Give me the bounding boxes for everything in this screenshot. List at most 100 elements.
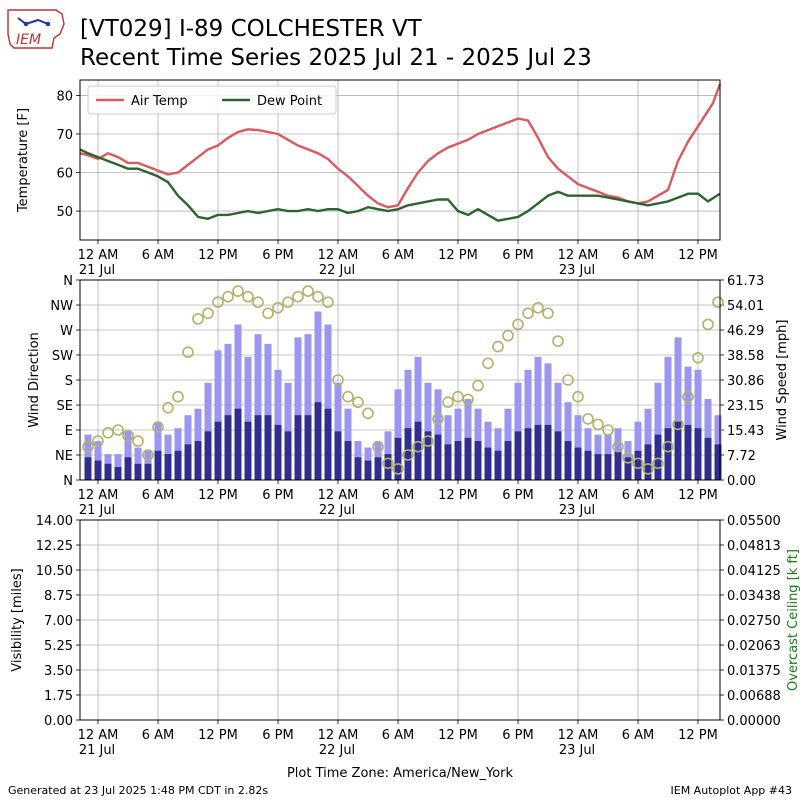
direction-tick-label: SW <box>52 349 73 364</box>
ceiling-tick-label: 0.03438 <box>727 589 781 604</box>
x-tick-label: 12 PM <box>438 488 478 503</box>
wind-direction-point <box>192 313 204 325</box>
wind-speed-bar <box>654 434 662 480</box>
wind-direction-point <box>592 418 604 431</box>
wind-direction-point <box>462 393 474 406</box>
wind-direction-point <box>122 429 134 442</box>
wind-direction-point <box>602 424 614 436</box>
visibility-axis-label: Visibility [miles] <box>10 568 25 671</box>
wind-speed-bar <box>584 450 592 480</box>
wind-gust-bar <box>124 431 132 480</box>
wind-speed-bar <box>694 428 702 480</box>
legend-label: Dew Point <box>257 94 322 109</box>
wind-speed-bar <box>674 421 682 480</box>
wind-direction-point <box>682 390 694 403</box>
speed-tick-label: 23.15 <box>727 399 764 414</box>
wind-speed-bar <box>234 408 242 480</box>
wind-speed-bar <box>184 444 192 480</box>
wind-speed-bar <box>334 431 342 480</box>
ceiling-axis-label: Overcast Ceiling [k ft] <box>786 549 800 691</box>
x-tick-label: 6 AM <box>622 728 655 743</box>
direction-tick-label: SE <box>57 399 73 414</box>
wind-direction-point <box>552 335 564 347</box>
temperature-axis-label: Temperature [F] <box>16 108 31 213</box>
x-tick-label: 12 AM <box>558 728 599 743</box>
wind-direction-point <box>402 449 414 461</box>
wind-speed-bar <box>434 434 442 480</box>
wind-speed-bar <box>384 454 392 480</box>
wind-speed-bar <box>444 444 452 480</box>
direction-tick-label: N <box>63 474 73 489</box>
ceiling-tick-label: 0.00688 <box>727 689 781 704</box>
chart-title: [VT029] I-89 COLCHESTER VT <box>80 16 422 42</box>
wind-direction-point <box>212 296 224 309</box>
wind-direction-point <box>322 296 334 309</box>
direction-tick-label: E <box>65 424 73 439</box>
wind-direction-point <box>242 290 254 303</box>
visibility-tick-label: 7.00 <box>44 614 73 629</box>
wind-speed-bar <box>124 457 132 480</box>
speed-tick-label: 38.58 <box>727 349 764 364</box>
ceiling-tick-label: 0.04125 <box>727 564 781 579</box>
y-tick-label: 60 <box>56 167 73 182</box>
wind-direction-point <box>522 307 534 320</box>
wind-speed-bar <box>204 431 212 480</box>
wind-gust-bar <box>694 369 702 480</box>
x-tick-label: 6 AM <box>622 248 655 263</box>
wind-gust-bar <box>534 356 542 480</box>
x-tick-label: 6 AM <box>142 488 175 503</box>
wind-direction-point <box>382 457 394 470</box>
wind-direction-point <box>82 440 94 453</box>
x-tick-date-label: 23 Jul <box>559 503 595 518</box>
wind-speed-bar <box>354 457 362 480</box>
wind-direction-point <box>262 307 274 320</box>
wind-speed-bar <box>424 431 432 480</box>
wind-gust-bar <box>394 389 402 480</box>
wind-gust-bar <box>244 356 252 480</box>
wind-speed-bar <box>374 457 382 480</box>
speed-tick-label: 15.43 <box>727 424 764 439</box>
visibility-tick-label: 8.75 <box>44 589 73 604</box>
x-tick-date-label: 21 Jul <box>79 503 115 518</box>
wind-gust-bar <box>664 356 672 480</box>
wind-speed-bar <box>174 450 182 480</box>
wind-direction-point <box>202 307 214 320</box>
wind-direction-point <box>372 440 384 453</box>
wind-speed-bar <box>104 463 112 480</box>
x-tick-label: 12 PM <box>678 488 718 503</box>
wind-direction-point <box>412 440 424 453</box>
x-tick-label: 6 PM <box>502 248 533 263</box>
wind-speed-bar <box>344 441 352 480</box>
wind-direction-point <box>652 457 664 470</box>
generated-footer: Generated at 23 Jul 2025 1:48 PM CDT in … <box>8 784 269 797</box>
x-tick-label: 12 PM <box>438 248 478 263</box>
wind-speed-bar <box>504 441 512 480</box>
wind-gust-bar <box>234 324 242 480</box>
x-tick-label: 12 AM <box>78 728 119 743</box>
wind-direction-point <box>172 390 184 403</box>
x-tick-label: 6 PM <box>502 728 533 743</box>
wind-direction-point <box>352 396 364 409</box>
x-tick-label: 12 AM <box>558 488 599 503</box>
wind-speed-bar <box>314 402 322 480</box>
x-tick-label: 6 PM <box>502 488 533 503</box>
wind-speed-bar <box>264 415 272 480</box>
series-line-dew-point <box>79 148 721 222</box>
wind-speed-bar <box>684 424 692 480</box>
wind-direction-point <box>502 329 514 342</box>
wind-gust-bar <box>94 441 102 480</box>
wind-speed-bar <box>194 441 202 480</box>
wind-gust-bar <box>314 311 322 480</box>
x-tick-date-label: 21 Jul <box>79 263 115 278</box>
x-tick-label: 12 AM <box>318 488 359 503</box>
ceiling-tick-label: 0.05500 <box>727 514 781 529</box>
wind-direction-point <box>302 285 314 297</box>
wind-speed-bar <box>274 424 282 480</box>
wind-direction-point <box>152 421 164 434</box>
x-tick-date-label: 22 Jul <box>319 503 355 518</box>
wind-speed-bar <box>524 428 532 480</box>
visibility-tick-label: 12.25 <box>36 539 73 554</box>
wind-direction-point <box>282 296 294 309</box>
wind-speed-bar <box>134 463 142 480</box>
wind-direction-point <box>532 301 544 314</box>
